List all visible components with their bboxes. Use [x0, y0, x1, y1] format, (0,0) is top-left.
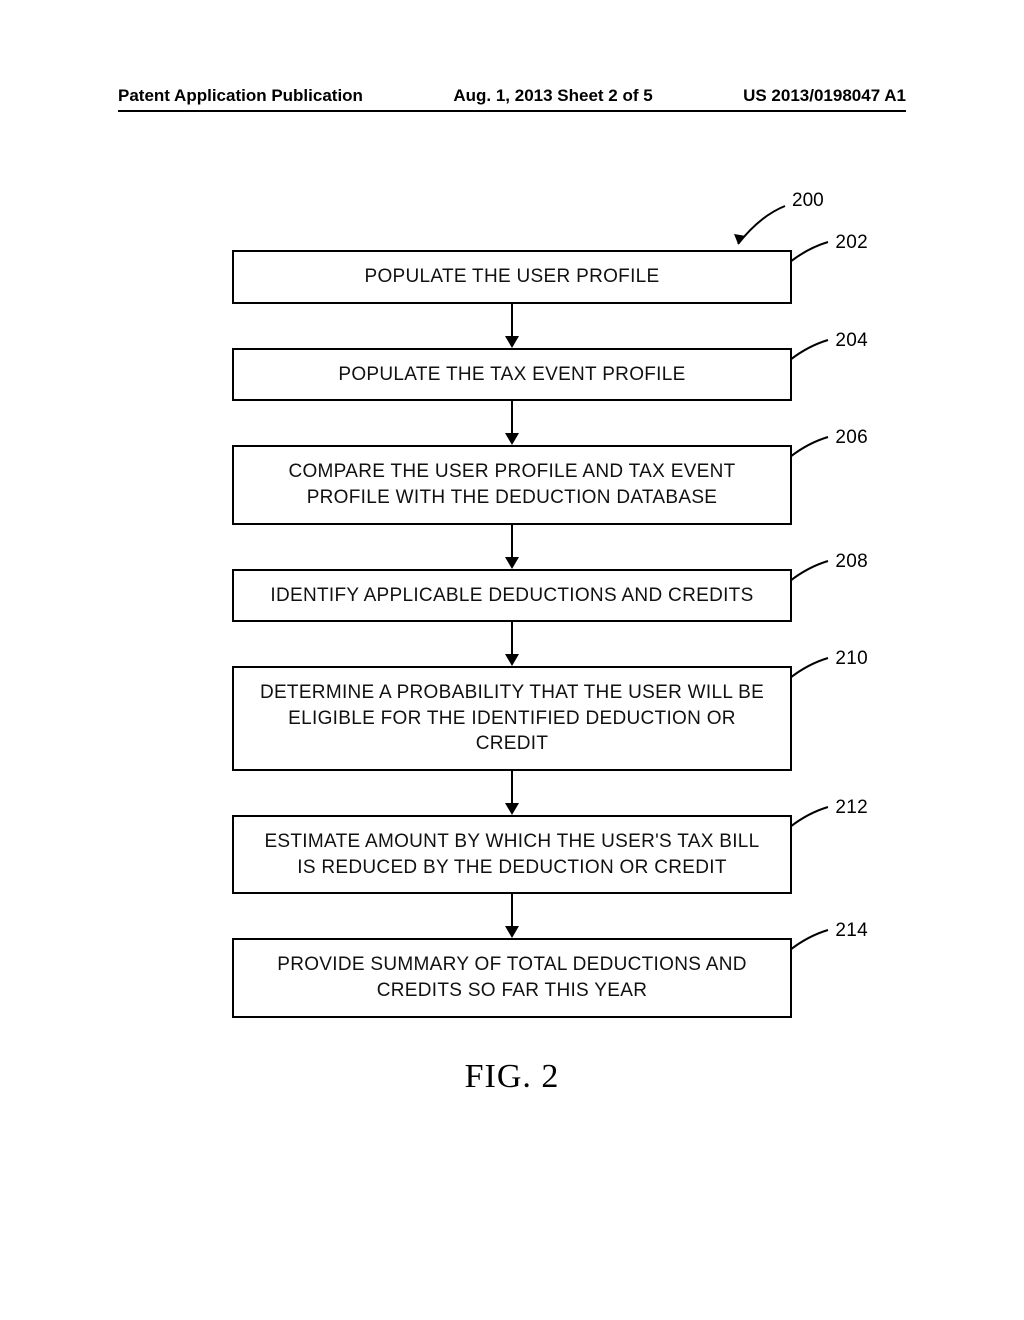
- reference-number: 206: [835, 425, 868, 451]
- reference-number: 208: [835, 549, 868, 575]
- figure-caption: FIG. 2: [0, 1058, 1024, 1096]
- flow-node: DETERMINE A PROBABILITY THAT THE USER WI…: [232, 666, 792, 771]
- flow-node-text: PROVIDE SUMMARY OF TOTAL DEDUCTIONS AND …: [258, 952, 766, 1003]
- flow-node: PROVIDE SUMMARY OF TOTAL DEDUCTIONS AND …: [232, 938, 792, 1017]
- flow-node-text: ESTIMATE AMOUNT BY WHICH THE USER'S TAX …: [258, 829, 766, 880]
- header-center: Aug. 1, 2013 Sheet 2 of 5: [453, 86, 652, 106]
- flow-arrow: [232, 401, 792, 445]
- header-left: Patent Application Publication: [118, 86, 363, 106]
- reference-number: 210: [835, 646, 868, 672]
- flow-arrow: [232, 622, 792, 666]
- flow-arrow: [232, 304, 792, 348]
- reference-number: 202: [835, 230, 868, 256]
- reference-number: 204: [835, 328, 868, 354]
- reference-number: 214: [835, 918, 868, 944]
- flow-node: ESTIMATE AMOUNT BY WHICH THE USER'S TAX …: [232, 815, 792, 894]
- reference-number: 212: [835, 795, 868, 821]
- flow-node-text: DETERMINE A PROBABILITY THAT THE USER WI…: [258, 680, 766, 757]
- flow-arrow: [232, 894, 792, 938]
- overall-reference-number: 200: [792, 190, 824, 212]
- page-header: Patent Application Publication Aug. 1, 2…: [0, 86, 1024, 106]
- flowchart: POPULATE THE USER PROFILE202POPULATE THE…: [0, 250, 1024, 1096]
- flow-node-text: POPULATE THE USER PROFILE: [364, 264, 659, 290]
- flow-node: COMPARE THE USER PROFILE AND TAX EVENT P…: [232, 445, 792, 524]
- flow-node-text: COMPARE THE USER PROFILE AND TAX EVENT P…: [258, 459, 766, 510]
- header-rule: [118, 110, 906, 112]
- flow-arrow: [232, 525, 792, 569]
- flow-arrow: [232, 771, 792, 815]
- flow-node-text: IDENTIFY APPLICABLE DEDUCTIONS AND CREDI…: [270, 583, 753, 609]
- flow-node: POPULATE THE TAX EVENT PROFILE204: [232, 348, 792, 402]
- flow-node: POPULATE THE USER PROFILE202: [232, 250, 792, 304]
- header-right: US 2013/0198047 A1: [743, 86, 906, 106]
- flow-node-text: POPULATE THE TAX EVENT PROFILE: [338, 362, 685, 388]
- flow-node: IDENTIFY APPLICABLE DEDUCTIONS AND CREDI…: [232, 569, 792, 623]
